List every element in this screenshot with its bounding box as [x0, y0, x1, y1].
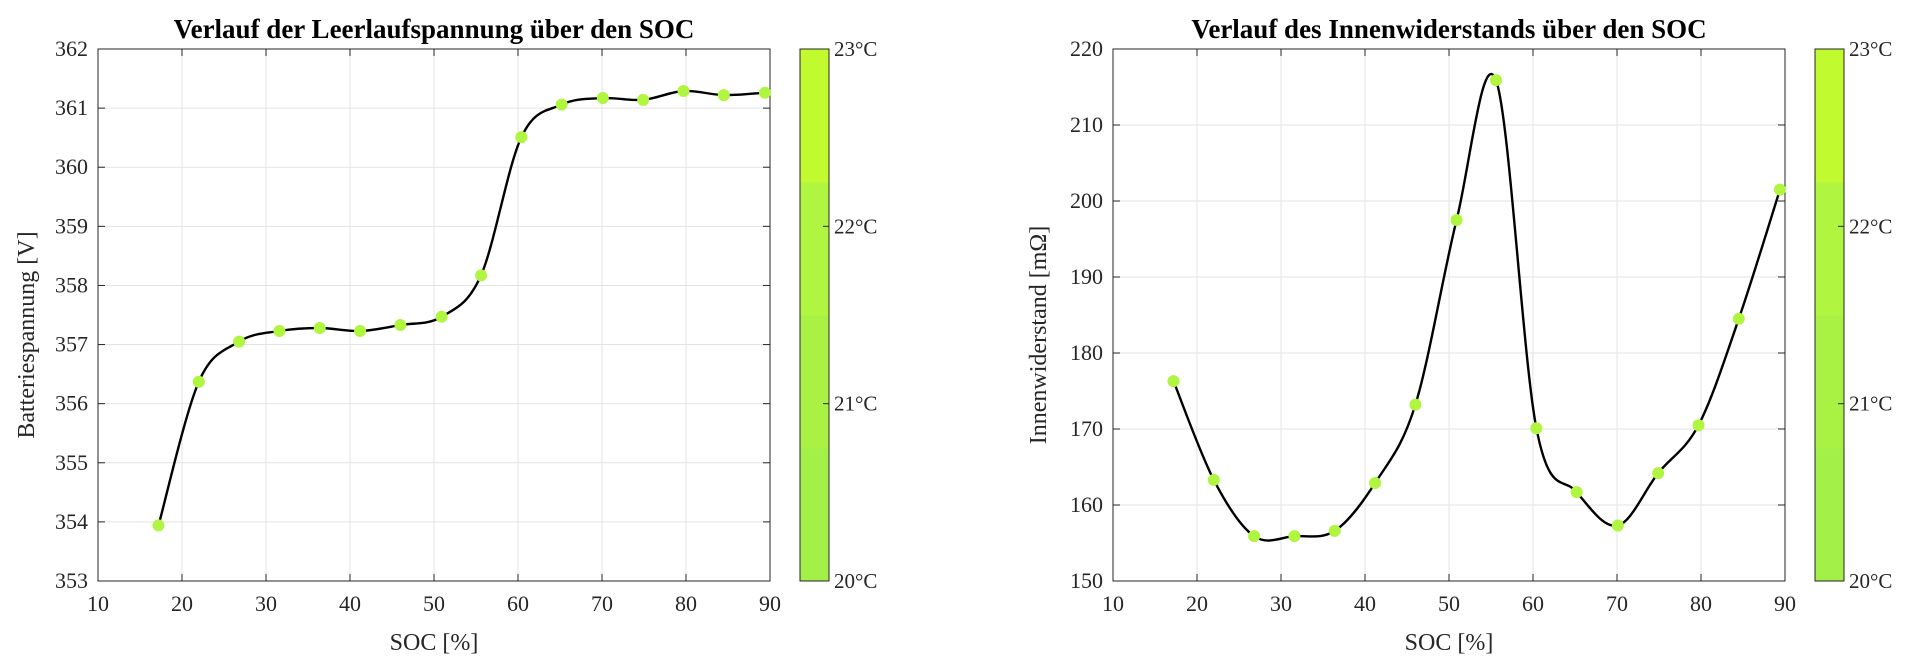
data-point: [596, 92, 609, 105]
x-tick-label: 50: [1438, 591, 1460, 616]
colorbar-segment: [800, 315, 829, 449]
colorbar-frame: [799, 48, 830, 582]
chart-title: Verlauf der Leerlaufspannung über den SO…: [174, 14, 695, 44]
x-tick-label: 20: [1186, 591, 1208, 616]
data-point: [555, 98, 568, 111]
colorbar-tick-label: 22°C: [834, 214, 877, 238]
data-point: [354, 324, 367, 337]
data-point: [1652, 467, 1665, 480]
colorbar-segment: [800, 182, 829, 316]
data-point: [1288, 530, 1301, 543]
y-tick-label: 170: [1070, 416, 1103, 441]
data-point: [1450, 214, 1463, 226]
y-axis-label: Batteriespannung [V]: [14, 231, 40, 438]
colorbar-segment: [1815, 182, 1844, 316]
y-tick-label: 362: [55, 36, 88, 61]
data-point: [394, 319, 407, 332]
x-axis-label: SOC [%]: [390, 630, 479, 656]
colorbar-tick-label: 22°C: [1849, 214, 1892, 238]
data-point: [1773, 183, 1786, 196]
data-point: [233, 335, 246, 348]
data-point: [1328, 524, 1341, 537]
x-tick-label: 10: [1102, 591, 1124, 616]
y-axis-label: Innenwiderstand [mΩ]: [1026, 226, 1052, 444]
colorbar-tick-label: 23°C: [834, 37, 877, 61]
data-point: [152, 519, 165, 532]
colorbar-segment: [1815, 315, 1844, 449]
y-tick-label: 354: [55, 509, 88, 534]
colorbar-tick-label: 23°C: [1849, 37, 1892, 61]
data-point: [1570, 486, 1583, 499]
data-point: [1167, 375, 1180, 388]
y-tick-label: 360: [55, 154, 88, 179]
data-point: [637, 93, 650, 106]
data-point: [313, 322, 326, 335]
data-point: [1369, 476, 1382, 489]
colorbar-tick-label: 21°C: [1849, 392, 1892, 416]
data-point: [717, 89, 730, 102]
x-tick-label: 80: [1690, 591, 1712, 616]
colorbar-tick-label: 20°C: [834, 569, 877, 593]
y-tick-label: 200: [1070, 188, 1103, 213]
colorbar-segment: [1815, 49, 1844, 183]
y-tick-label: 353: [55, 568, 88, 593]
x-tick-label: 90: [1774, 591, 1796, 616]
data-point: [515, 131, 528, 144]
data-point: [435, 310, 448, 323]
data-point: [758, 86, 771, 99]
resistance-chart: Verlauf des Innenwiderstands über den SO…: [1026, 14, 1892, 656]
x-tick-label: 30: [255, 591, 277, 616]
colorbar-segment: [800, 448, 829, 582]
data-point: [1409, 398, 1422, 411]
data-point: [1490, 74, 1503, 87]
y-tick-label: 160: [1070, 492, 1103, 517]
data-point: [1248, 530, 1261, 543]
y-tick-label: 180: [1070, 340, 1103, 365]
ocv-chart: Verlauf der Leerlaufspannung über den SO…: [14, 14, 877, 656]
x-axis-label: SOC [%]: [1405, 630, 1494, 656]
y-tick-label: 359: [55, 213, 88, 238]
colorbar-tick-label: 21°C: [834, 392, 877, 416]
data-point: [192, 375, 205, 388]
data-point: [677, 84, 690, 97]
x-tick-label: 50: [423, 591, 445, 616]
y-tick-label: 357: [55, 332, 88, 357]
x-tick-label: 30: [1270, 591, 1292, 616]
data-point: [475, 269, 488, 282]
x-tick-label: 40: [1354, 591, 1376, 616]
data-point: [1207, 473, 1220, 486]
x-tick-label: 20: [171, 591, 193, 616]
y-tick-label: 190: [1070, 264, 1103, 289]
x-tick-label: 60: [1522, 591, 1544, 616]
x-tick-label: 80: [675, 591, 697, 616]
y-tick-label: 210: [1070, 112, 1103, 137]
colorbar-segment: [1815, 448, 1844, 582]
colorbar-frame: [1814, 48, 1845, 582]
y-tick-label: 356: [55, 391, 88, 416]
x-tick-label: 10: [87, 591, 109, 616]
x-tick-label: 90: [759, 591, 781, 616]
data-point: [273, 324, 286, 337]
y-tick-label: 358: [55, 272, 88, 297]
colorbar-tick-label: 20°C: [1849, 569, 1892, 593]
y-tick-label: 355: [55, 450, 88, 475]
x-tick-label: 40: [339, 591, 361, 616]
x-tick-label: 60: [507, 591, 529, 616]
data-point: [1732, 312, 1745, 325]
y-tick-label: 150: [1070, 568, 1103, 593]
chart-title: Verlauf des Innenwiderstands über den SO…: [1191, 14, 1706, 44]
x-tick-label: 70: [1606, 591, 1628, 616]
colorbar-segment: [800, 49, 829, 183]
data-point: [1530, 422, 1543, 435]
y-tick-label: 361: [55, 95, 88, 120]
x-tick-label: 70: [591, 591, 613, 616]
data-point: [1692, 419, 1705, 432]
data-point: [1611, 519, 1624, 532]
y-tick-label: 220: [1070, 36, 1103, 61]
